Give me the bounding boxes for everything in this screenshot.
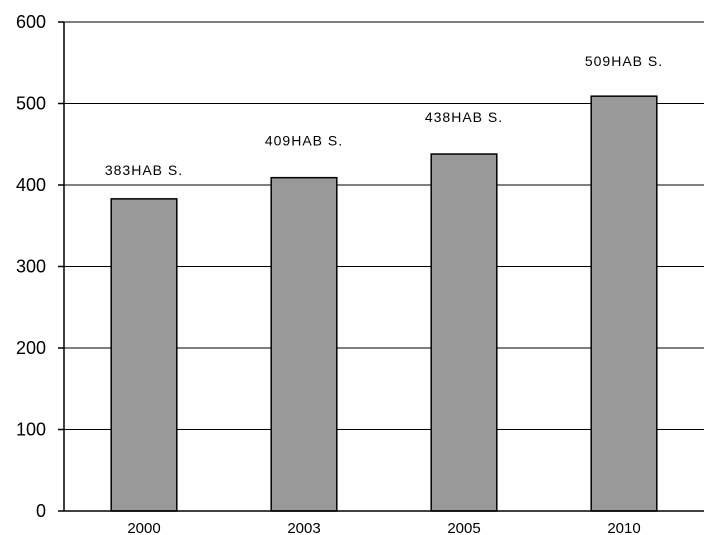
x-tick-label-2005: 2005 <box>447 520 480 535</box>
bar-2003 <box>270 176 338 512</box>
bar-2010 <box>590 95 658 512</box>
data-labels: 383HAB S. 409HAB S. 438HAB S. 509HAB S. <box>105 53 663 178</box>
y-tick-label: 500 <box>16 94 46 114</box>
bar-2000 <box>110 198 178 512</box>
data-label-2003: 409HAB S. <box>265 133 343 149</box>
bars <box>110 95 658 512</box>
y-tick-label: 0 <box>36 501 46 521</box>
x-tick-label-2010: 2010 <box>607 520 640 535</box>
y-tick-label: 200 <box>16 338 46 358</box>
data-label-2005: 438HAB S. <box>425 109 503 125</box>
y-tick-label: 600 <box>16 12 46 32</box>
y-axis-ticks: 0 100 200 300 400 500 600 <box>16 12 64 521</box>
y-tick-label: 300 <box>16 257 46 277</box>
x-tick-label-2003: 2003 <box>287 520 320 535</box>
x-tick-label-2000: 2000 <box>127 520 160 535</box>
bar-2005 <box>430 153 498 512</box>
x-axis-labels: 2000 2003 2005 2010 <box>127 520 640 535</box>
data-label-2010: 509HAB S. <box>585 53 663 69</box>
y-tick-label: 100 <box>16 420 46 440</box>
y-tick-label: 400 <box>16 175 46 195</box>
data-label-2000: 383HAB S. <box>105 162 183 178</box>
